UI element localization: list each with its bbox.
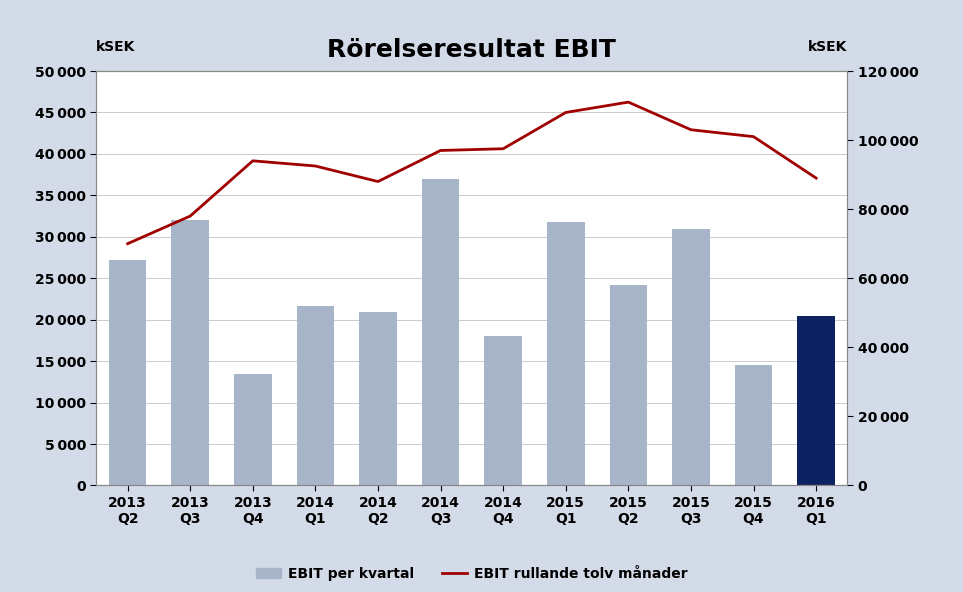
- Text: kSEK: kSEK: [96, 40, 136, 54]
- Bar: [735, 365, 772, 485]
- Text: kSEK: kSEK: [808, 40, 847, 54]
- Legend: EBIT per kvartal, EBIT rullande tolv månader: EBIT per kvartal, EBIT rullande tolv mån…: [250, 561, 693, 586]
- Title: Rörelseresultat EBIT: Rörelseresultat EBIT: [327, 38, 616, 62]
- Bar: [297, 307, 334, 485]
- Bar: [610, 285, 647, 485]
- Bar: [109, 260, 146, 485]
- Bar: [234, 374, 272, 485]
- Bar: [672, 229, 710, 485]
- Bar: [547, 222, 585, 485]
- Bar: [797, 316, 835, 485]
- Bar: [484, 336, 522, 485]
- Bar: [359, 312, 397, 485]
- Bar: [422, 179, 459, 485]
- Bar: [171, 220, 209, 485]
